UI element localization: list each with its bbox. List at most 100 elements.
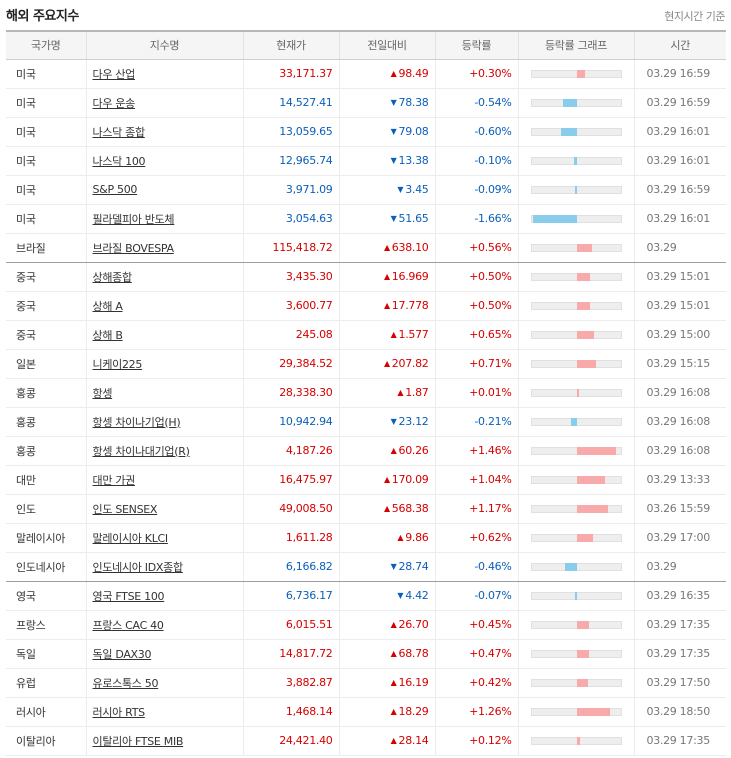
country-cell: 독일 — [6, 639, 86, 669]
rate-graph-cell — [517, 88, 634, 118]
rate-graph-bar — [576, 649, 589, 658]
up-triangle-icon: ▲ — [383, 243, 390, 252]
change-cell: ▼ 28.74 — [338, 552, 435, 582]
country-cell: 일본 — [6, 349, 86, 379]
rate-cell: -0.10% — [434, 146, 518, 176]
rate-graph-bar — [574, 185, 577, 194]
rate-cell: -0.07% — [434, 581, 518, 611]
table-row: 말레이시아 말레이시아 KLCI 1,611.28 ▲ 9.86 +0.62% 03.29 … — [6, 523, 726, 553]
rate-graph-track — [530, 127, 622, 136]
index-link[interactable]: 브라질 BOVESPA — [92, 241, 175, 255]
rate-graph-cell — [517, 175, 634, 205]
rate-graph-track — [530, 475, 622, 484]
timezone-note: 현지시간 기준 — [664, 10, 725, 23]
index-link[interactable]: 프랑스 CAC 40 — [92, 618, 164, 632]
price-cell: 4,187.26 — [242, 436, 339, 466]
index-link[interactable]: 영국 FTSE 100 — [92, 589, 165, 603]
country-cell: 대만 — [6, 465, 86, 495]
price-cell: 6,166.82 — [242, 552, 339, 582]
price-cell: 12,965.74 — [242, 146, 339, 176]
time-cell: 03.29 18:50 — [633, 697, 726, 727]
rate-cell: +0.65% — [434, 320, 518, 350]
index-link[interactable]: 말레이시아 KLCI — [92, 531, 169, 545]
rate-graph-track — [530, 446, 622, 455]
table-row: 미국 나스닥 종합 13,059.65 ▼ 79.08 -0.60% 03.29 16:01 — [6, 117, 726, 147]
index-link[interactable]: 대만 가권 — [92, 473, 136, 487]
up-triangle-icon: ▲ — [390, 330, 397, 339]
change-cell: ▲ 17.778 — [338, 291, 435, 321]
rate-cell: -0.54% — [434, 88, 518, 118]
table-body: 미국 다우 산업 33,171.37 ▲ 98.49 +0.30% 03.29 16:59 미… — [6, 59, 726, 756]
rate-cell: +1.46% — [434, 436, 518, 466]
up-triangle-icon: ▲ — [397, 533, 404, 542]
world-indices-table: 국가명 지수명 현재가 전일대비 등락률 등락률 그래프 시간 미국 다우 산업 3… — [6, 30, 726, 756]
price-cell: 16,475.97 — [242, 465, 339, 495]
table-row: 중국 상해 A 3,600.77 ▲ 17.778 +0.50% 03.29 15:01 — [6, 291, 726, 321]
up-triangle-icon: ▲ — [390, 678, 397, 687]
index-link[interactable]: 필라델피아 반도체 — [92, 212, 175, 226]
index-link[interactable]: 상해종합 — [92, 270, 133, 284]
up-triangle-icon: ▲ — [383, 359, 390, 368]
rate-graph-track — [530, 359, 622, 368]
index-link[interactable]: 이탈리아 FTSE MIB — [92, 734, 184, 748]
time-cell: 03.26 15:59 — [633, 494, 726, 524]
rate-graph-track — [530, 649, 622, 658]
index-link[interactable]: 인도 SENSEX — [92, 502, 158, 516]
rate-graph-cell — [517, 349, 634, 379]
change-cell: ▲ 207.82 — [338, 349, 435, 379]
time-cell: 03.29 16:01 — [633, 204, 726, 234]
change-cell: ▼ 79.08 — [338, 117, 435, 147]
index-link[interactable]: 러시아 RTS — [92, 705, 146, 719]
rate-cell: +0.62% — [434, 523, 518, 553]
index-link[interactable]: 항셍 — [92, 386, 113, 400]
index-link[interactable]: 인도네시아 IDX종합 — [92, 560, 184, 574]
index-link[interactable]: 항셍 차이나기업(H) — [92, 415, 181, 429]
up-triangle-icon: ▲ — [383, 272, 390, 281]
index-link[interactable]: 니케이225 — [92, 357, 143, 371]
rate-graph-bar — [576, 620, 589, 629]
rate-graph-bar — [576, 388, 579, 397]
time-cell: 03.29 17:00 — [633, 523, 726, 553]
country-cell: 미국 — [6, 175, 86, 205]
down-triangle-icon: ▼ — [390, 98, 397, 107]
price-cell: 6,015.51 — [242, 610, 339, 640]
index-link[interactable]: 나스닥 100 — [92, 154, 146, 168]
table-row: 인도네시아 인도네시아 IDX종합 6,166.82 ▼ 28.74 -0.46% 03.2… — [6, 552, 726, 582]
table-row: 유럽 유로스톡스 50 3,882.87 ▲ 16.19 +0.42% 03.29 17:5… — [6, 668, 726, 698]
table-row: 대만 대만 가권 16,475.97 ▲ 170.09 +1.04% 03.29 13:33 — [6, 465, 726, 495]
index-link[interactable]: 다우 산업 — [92, 67, 136, 81]
time-cell: 03.29 16:59 — [633, 59, 726, 89]
rate-graph-cell — [517, 204, 634, 234]
table-row: 러시아 러시아 RTS 1,468.14 ▲ 18.29 +1.26% 03.29 18:5… — [6, 697, 726, 727]
change-cell: ▲ 568.38 — [338, 494, 435, 524]
change-value: 18.29 — [398, 705, 429, 718]
country-cell: 중국 — [6, 262, 86, 292]
rate-graph-track — [530, 98, 622, 107]
section-header: 해외 주요지수 현지시간 기준 — [0, 0, 731, 30]
time-cell: 03.29 15:00 — [633, 320, 726, 350]
rate-graph-track — [530, 156, 622, 165]
rate-graph-bar — [576, 533, 593, 542]
country-cell: 인도 — [6, 494, 86, 524]
index-link[interactable]: S&P 500 — [92, 183, 138, 196]
index-name-cell: 대만 가권 — [85, 465, 243, 495]
table-row: 미국 필라델피아 반도체 3,054.63 ▼ 51.65 -1.66% 03.29 16:… — [6, 204, 726, 234]
index-link[interactable]: 독일 DAX30 — [92, 647, 152, 661]
rate-graph-cell — [517, 233, 634, 263]
index-link[interactable]: 상해 B — [92, 328, 123, 342]
index-link[interactable]: 나스닥 종합 — [92, 125, 146, 139]
index-link[interactable]: 상해 A — [92, 299, 123, 313]
down-triangle-icon: ▼ — [390, 562, 397, 571]
table-row: 홍콩 항셍 차이나기업(H) 10,942.94 ▼ 23.12 -0.21% 03.29 … — [6, 407, 726, 437]
rate-cell: +0.30% — [434, 59, 518, 89]
rate-graph-bar — [576, 504, 608, 513]
time-cell: 03.29 15:15 — [633, 349, 726, 379]
index-link[interactable]: 항셍 차이나대기업(R) — [92, 444, 190, 458]
change-value: 207.82 — [391, 357, 429, 370]
country-cell: 미국 — [6, 88, 86, 118]
change-cell: ▲ 28.14 — [338, 726, 435, 756]
index-link[interactable]: 유로스톡스 50 — [92, 676, 159, 690]
rate-graph-bar — [573, 156, 577, 165]
index-link[interactable]: 다우 운송 — [92, 96, 136, 110]
column-header-rate: 등락률 — [434, 30, 518, 60]
